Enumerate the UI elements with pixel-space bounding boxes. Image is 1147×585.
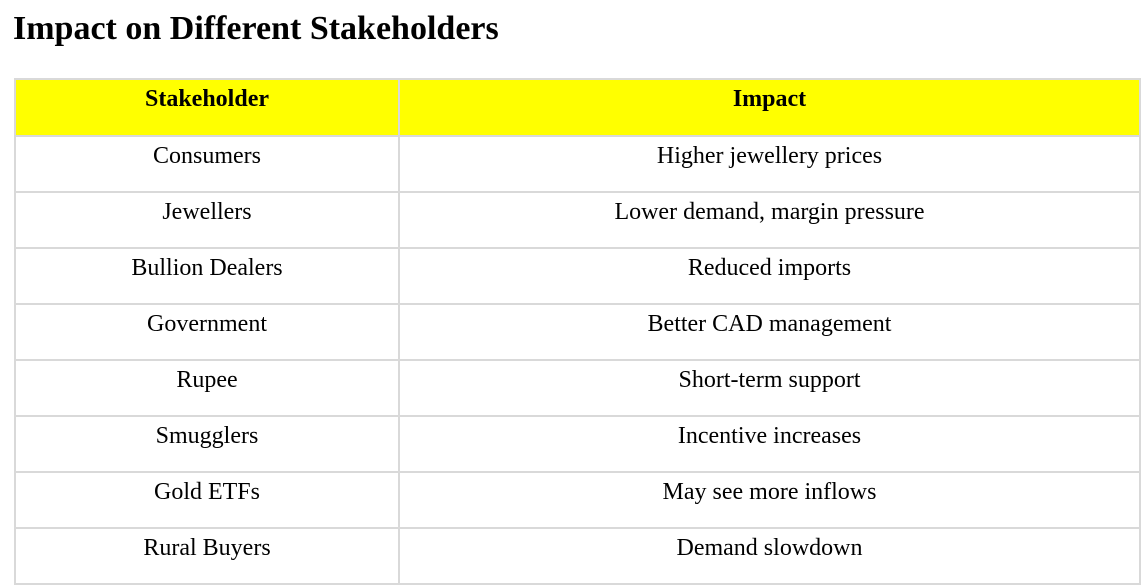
column-header-impact: Impact (398, 78, 1141, 137)
table-row: Smugglers Incentive increases (14, 415, 1141, 473)
stakeholder-cell: Gold ETFs (14, 471, 400, 529)
impact-cell: Lower demand, margin pressure (398, 191, 1141, 249)
table-row: Consumers Higher jewellery prices (14, 135, 1141, 193)
stakeholder-cell: Jewellers (14, 191, 400, 249)
stakeholder-cell: Rural Buyers (14, 527, 400, 585)
stakeholder-cell: Smugglers (14, 415, 400, 473)
table-row: Rural Buyers Demand slowdown (14, 527, 1141, 585)
impact-cell: Reduced imports (398, 247, 1141, 305)
table-row: Government Better CAD management (14, 303, 1141, 361)
stakeholder-cell: Government (14, 303, 400, 361)
impact-cell: May see more inflows (398, 471, 1141, 529)
table-header-row: Stakeholder Impact (14, 78, 1141, 137)
impact-cell: Demand slowdown (398, 527, 1141, 585)
page-title: Impact on Different Stakeholders (13, 10, 499, 47)
column-header-stakeholder: Stakeholder (14, 78, 400, 137)
stakeholder-cell: Bullion Dealers (14, 247, 400, 305)
impact-cell: Short-term support (398, 359, 1141, 417)
stakeholder-cell: Consumers (14, 135, 400, 193)
table-row: Jewellers Lower demand, margin pressure (14, 191, 1141, 249)
table-row: Gold ETFs May see more inflows (14, 471, 1141, 529)
impact-cell: Better CAD management (398, 303, 1141, 361)
table-row: Bullion Dealers Reduced imports (14, 247, 1141, 305)
table-row: Rupee Short-term support (14, 359, 1141, 417)
stakeholder-impact-table: Stakeholder Impact Consumers Higher jewe… (14, 78, 1141, 585)
impact-cell: Incentive increases (398, 415, 1141, 473)
impact-cell: Higher jewellery prices (398, 135, 1141, 193)
stakeholder-cell: Rupee (14, 359, 400, 417)
